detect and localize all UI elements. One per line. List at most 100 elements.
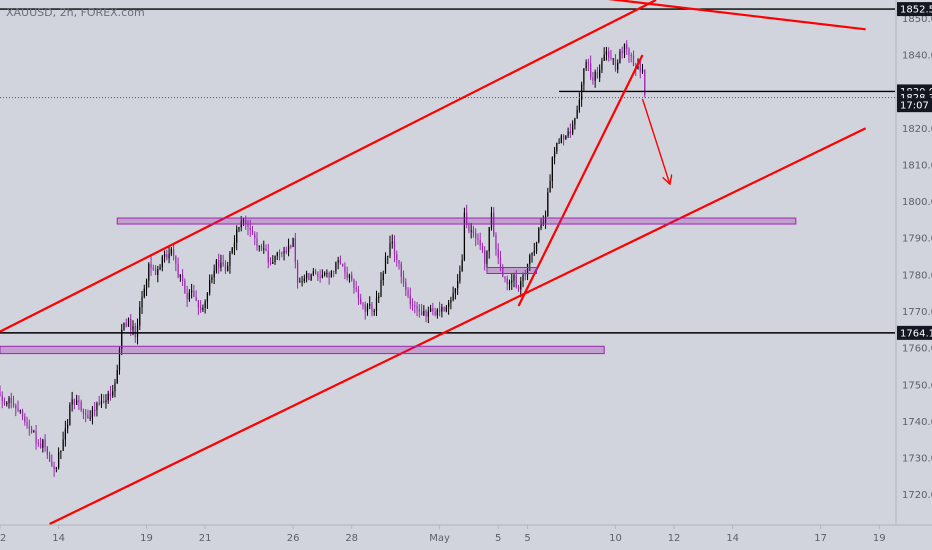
candle-body — [522, 274, 524, 282]
candle-body — [121, 329, 123, 349]
candle-body — [98, 403, 100, 405]
candle-body — [272, 261, 274, 264]
zone-rectangle[interactable] — [486, 266, 538, 274]
candle-body — [380, 279, 382, 297]
candle-body — [562, 135, 565, 140]
candle-body — [389, 243, 391, 256]
candle-body — [576, 109, 578, 119]
candle-body — [94, 409, 96, 411]
candle-body — [378, 296, 380, 298]
candle-body — [366, 305, 369, 312]
candle-body — [511, 280, 513, 283]
candle-body — [299, 281, 301, 283]
candle-body — [583, 68, 585, 85]
candle-body — [369, 304, 371, 306]
price-label-text: 1852.52 — [900, 5, 932, 16]
candle-body — [414, 305, 416, 307]
candle-body — [317, 273, 319, 277]
candle-body — [479, 240, 481, 246]
candle-body — [161, 256, 163, 267]
candle-body — [233, 242, 236, 248]
candle-body — [612, 58, 614, 60]
candle-body — [621, 51, 623, 54]
candle-body — [578, 99, 581, 110]
candle-body — [565, 135, 567, 140]
candle-body — [339, 260, 342, 264]
candle-body — [466, 212, 468, 225]
zone-rectangle[interactable] — [116, 217, 797, 225]
candle-body — [109, 393, 112, 396]
candle-body — [96, 403, 98, 411]
candle-body — [524, 274, 526, 276]
candle-body — [540, 223, 542, 229]
candle-body — [141, 296, 143, 308]
channel-line[interactable] — [0, 0, 657, 333]
candle-body — [39, 443, 42, 448]
candle-body — [605, 51, 608, 55]
candle-body — [571, 124, 574, 134]
candle-body — [335, 262, 337, 272]
candle-body — [351, 274, 353, 280]
candle-body — [490, 212, 493, 228]
candle-body — [150, 263, 152, 269]
candle-body — [276, 252, 278, 256]
candle-body — [481, 245, 484, 251]
candle-body — [342, 263, 344, 267]
candle-body — [285, 250, 287, 252]
candle-body — [405, 282, 407, 291]
candle-body — [495, 234, 497, 250]
price-label-text: 1764.16 — [900, 328, 932, 339]
candle-body — [130, 318, 132, 331]
candle-body — [242, 219, 245, 222]
candle-body — [619, 51, 621, 63]
candle-body — [411, 304, 414, 306]
channel-line[interactable] — [49, 127, 867, 525]
candle-body — [601, 60, 603, 70]
time-axis[interactable]: 12 14 19 21 26 28 May 5 5 10 12 14 17 19 — [0, 525, 886, 544]
candle-body — [105, 400, 107, 403]
candle-body — [245, 219, 247, 224]
candle-body — [1, 395, 3, 402]
candle-body — [477, 238, 479, 241]
candle-body — [67, 424, 69, 429]
candle-body — [163, 254, 166, 257]
candle-body — [441, 307, 443, 312]
candle-body — [567, 131, 569, 136]
candle-body — [175, 255, 177, 264]
candle-body — [231, 247, 233, 253]
price-label-text: 17:07 — [900, 101, 929, 112]
zone-rectangle[interactable] — [0, 345, 605, 355]
candle-body — [46, 447, 48, 455]
candle-body — [513, 274, 515, 281]
candle-body — [515, 274, 517, 288]
price-label-box — [897, 98, 932, 113]
channel-line[interactable] — [586, 0, 866, 31]
candle-body — [85, 413, 87, 416]
candle-body — [644, 69, 646, 96]
candle-body — [423, 310, 425, 316]
forecast-arrow[interactable] — [641, 98, 670, 183]
candle-body — [236, 229, 238, 243]
candle-body — [486, 251, 488, 264]
candle-body — [206, 293, 209, 302]
candle-body — [186, 293, 188, 300]
price-axis[interactable]: 1720.00 1730.00 1740.00 1750.00 1760.00 1770.… — [902, 14, 932, 501]
candle-body — [166, 254, 168, 259]
candle-body — [123, 323, 125, 330]
candle-body — [617, 62, 619, 70]
trend-line[interactable] — [517, 54, 644, 307]
candle-body — [19, 410, 21, 412]
candle-body — [69, 404, 71, 425]
candle-body — [260, 245, 263, 250]
time-tick-label: 19 — [140, 533, 153, 544]
candle-body — [191, 290, 193, 293]
candle-body — [294, 238, 296, 263]
candle-body — [224, 264, 227, 272]
candle-body — [202, 307, 204, 310]
candle-body — [211, 277, 213, 281]
candle-body — [62, 439, 64, 451]
candle-body — [623, 43, 626, 54]
candle-body — [499, 257, 502, 268]
candle-body — [177, 263, 179, 277]
